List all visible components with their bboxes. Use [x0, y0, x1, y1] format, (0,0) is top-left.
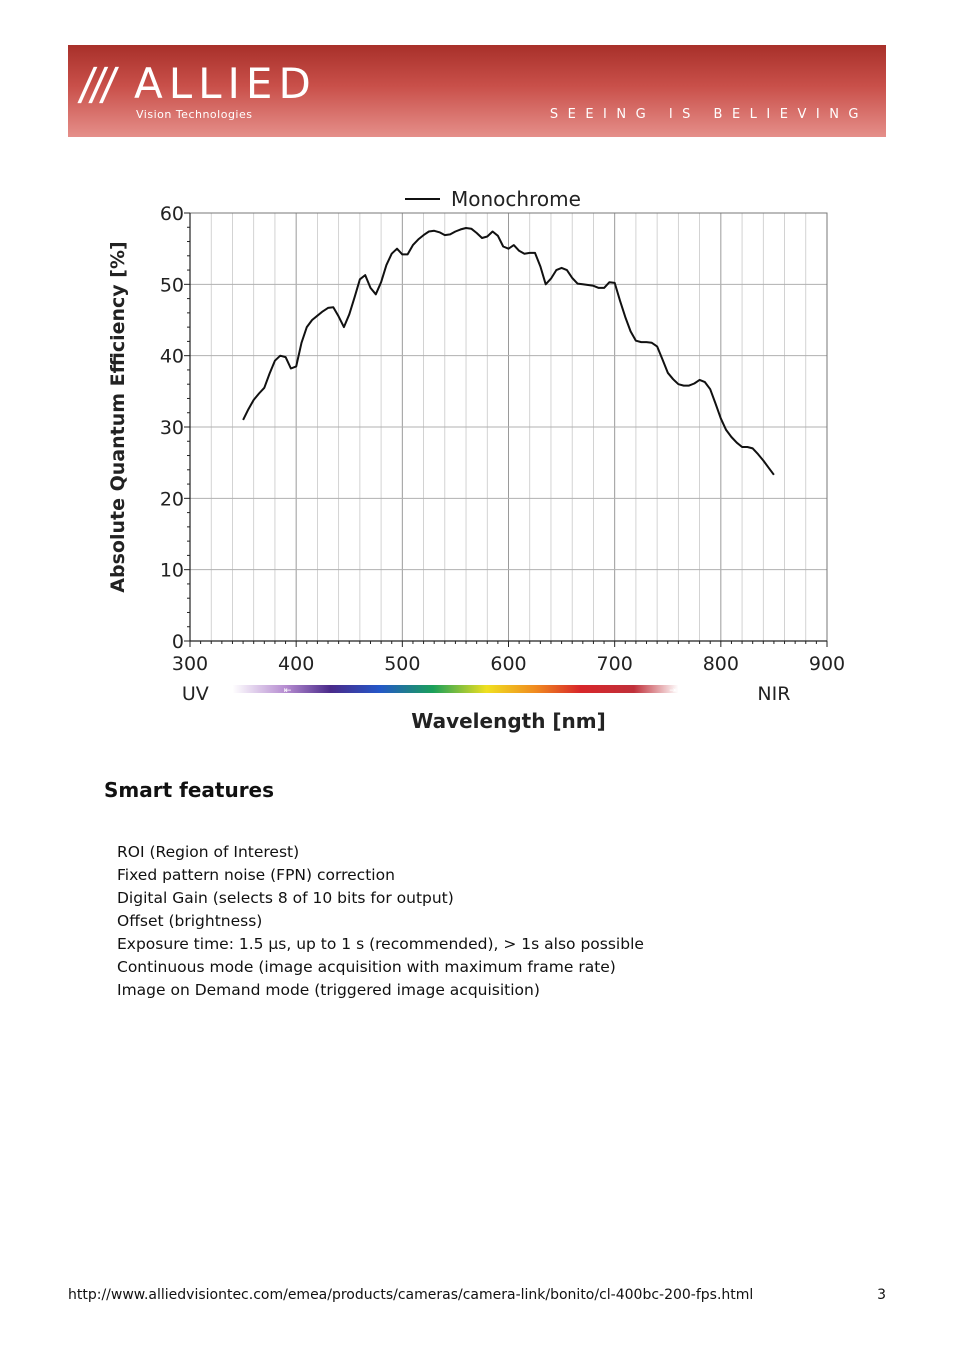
list-item: Digital Gain (selects 8 of 10 bits for o… [117, 889, 454, 907]
logo-slashes: /// [76, 59, 117, 110]
chart-svg: 0 10 20 30 40 50 60 300 400 500 600 700 800 900 ⇤ ⇥ UV NI… [107, 187, 845, 733]
y-tick-label: 30 [160, 417, 184, 439]
y-tick-label: 40 [160, 346, 184, 368]
y-tick-label: 20 [160, 488, 184, 510]
list-item: Exposure time: 1.5 µs, up to 1 s (recomm… [117, 935, 644, 953]
band-label-uv: UV [182, 683, 209, 705]
spectrum-arrow-right-icon: ⇥ [669, 686, 677, 696]
y-tick-label: 10 [160, 560, 184, 582]
page-number: 3 [877, 1287, 886, 1303]
logo-subtitle: Vision Technologies [136, 108, 253, 121]
series-line-monochrome [242, 227, 775, 476]
logo-wordmark: ALLIED [134, 59, 317, 108]
header-banner: /// ALLIED Vision Technologies SEEING IS… [68, 45, 886, 137]
tagline: SEEING IS BELIEVING [549, 107, 868, 122]
section-title: Smart features [104, 778, 275, 802]
list-item: Continuous mode (image acquisition with … [117, 958, 616, 976]
spectrum-band [232, 685, 679, 693]
x-tick-label: 600 [490, 653, 526, 675]
legend-label: Monochrome [451, 187, 581, 211]
y-tick-label: 0 [172, 631, 184, 653]
quantum-efficiency-chart: 0 10 20 30 40 50 60 300 400 500 600 700 800 900 ⇤ ⇥ UV NI… [100, 180, 860, 740]
spectrum-arrow-left-icon: ⇤ [284, 686, 292, 696]
list-item: Image on Demand mode (triggered image ac… [117, 981, 540, 999]
y-tick-label: 60 [160, 203, 184, 225]
x-tick-label: 800 [703, 653, 739, 675]
x-axis-title: Wavelength [nm] [411, 709, 606, 733]
y-tick-label: 50 [160, 274, 184, 296]
list-item: ROI (Region of Interest) [117, 843, 300, 861]
footer-url-link[interactable]: http://www.alliedvisiontec.com/emea/prod… [68, 1287, 754, 1303]
x-tick-label: 700 [597, 653, 633, 675]
feature-list: ROI (Region of Interest) Fixed pattern n… [117, 841, 644, 1002]
x-tick-label: 400 [278, 653, 314, 675]
x-tick-label: 900 [809, 653, 845, 675]
list-item: Fixed pattern noise (FPN) correction [117, 866, 395, 884]
x-tick-label: 500 [384, 653, 420, 675]
y-axis-title: Absolute Quantum Efficiency [%] [107, 241, 129, 592]
list-item: Offset (brightness) [117, 912, 263, 930]
band-label-nir: NIR [757, 683, 790, 705]
x-tick-label: 300 [172, 653, 208, 675]
